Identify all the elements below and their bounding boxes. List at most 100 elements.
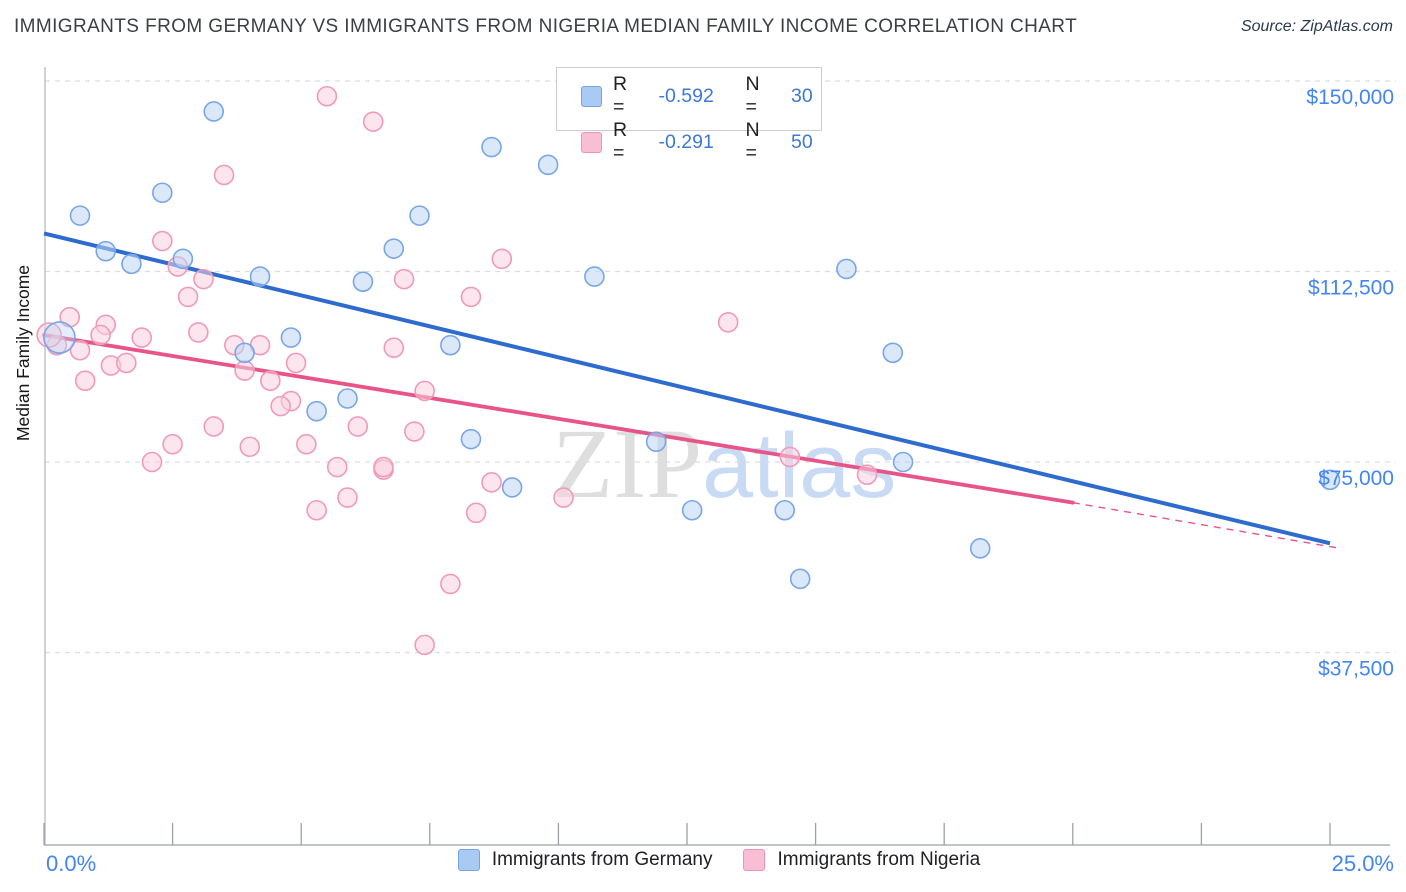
series-legend: Immigrants from Germany Immigrants from … bbox=[16, 849, 1406, 871]
scatter-point-germany bbox=[249, 266, 271, 287]
scatter-point-germany bbox=[969, 538, 991, 559]
scatter-point-nigeria bbox=[203, 416, 225, 437]
scatter-point-germany bbox=[789, 568, 811, 590]
scatter-point-nigeria bbox=[491, 248, 513, 270]
scatter-point-germany bbox=[882, 342, 904, 364]
r-value-germany: -0.592 bbox=[658, 84, 714, 107]
source-credit: Source: ZipAtlas.com bbox=[1240, 18, 1393, 35]
scatter-point-germany bbox=[172, 248, 194, 270]
scatter-point-nigeria bbox=[131, 327, 153, 348]
scatter-point-nigeria bbox=[460, 286, 482, 308]
legend-label-nigeria: Immigrants from Nigeria bbox=[777, 849, 981, 870]
scatter-point-germany bbox=[43, 321, 76, 354]
scatter-point-germany bbox=[95, 240, 117, 262]
scatter-point-germany bbox=[440, 334, 461, 356]
scatter-point-germany bbox=[681, 499, 703, 521]
correlation-legend-box: R = -0.592 N = 30 R = -0.291 N = 50 bbox=[556, 67, 822, 164]
scatter-point-nigeria bbox=[465, 502, 487, 524]
legend-swatch-germany bbox=[581, 85, 602, 107]
y-tick-label: $75,000 bbox=[1318, 467, 1394, 490]
scatter-point-germany bbox=[121, 253, 142, 275]
scatter-point-nigeria bbox=[141, 451, 163, 473]
scatter-point-germany bbox=[203, 101, 225, 122]
scatter-point-germany bbox=[152, 182, 173, 204]
scatter-point-nigeria bbox=[856, 464, 878, 486]
scatter-point-nigeria bbox=[177, 286, 199, 308]
scatter-point-nigeria bbox=[414, 634, 435, 656]
scatter-point-nigeria bbox=[393, 268, 415, 290]
r-value-nigeria: -0.291 bbox=[658, 130, 714, 153]
scatter-point-nigeria bbox=[337, 487, 358, 508]
n-value-germany: 30 bbox=[791, 84, 813, 107]
scatter-point-nigeria bbox=[553, 487, 574, 508]
scatter-point-nigeria bbox=[116, 352, 137, 374]
page-title: IMMIGRANTS FROM GERMANY VS IMMIGRANTS FR… bbox=[14, 16, 1078, 37]
trendline-nigeria bbox=[42, 333, 1075, 505]
scatter-point-nigeria bbox=[234, 360, 255, 381]
n-label: N = bbox=[745, 73, 760, 118]
scatter-point-germany bbox=[234, 342, 255, 364]
scatter-point-nigeria bbox=[193, 268, 214, 290]
scatter-point-germany bbox=[501, 477, 523, 498]
scatter-point-germany bbox=[892, 451, 914, 473]
scatter-point-nigeria bbox=[779, 446, 801, 468]
scatter-point-nigeria bbox=[296, 433, 317, 455]
scatter-point-nigeria bbox=[74, 370, 96, 392]
legend-label-germany: Immigrants from Germany bbox=[491, 849, 713, 870]
scatter-point-germany bbox=[460, 428, 482, 450]
trendline-nigeria-extension bbox=[1072, 501, 1341, 550]
scatter-point-nigeria bbox=[326, 456, 348, 478]
scatter-point-germany bbox=[69, 205, 91, 226]
scatter-point-germany bbox=[836, 258, 857, 280]
scatter-point-germany bbox=[352, 271, 374, 292]
n-value-nigeria: 50 bbox=[791, 130, 813, 153]
scatter-point-nigeria bbox=[383, 337, 405, 359]
scatter-point-germany bbox=[306, 400, 327, 422]
scatter-point-nigeria bbox=[440, 573, 461, 595]
y-tick-label: $150,000 bbox=[1306, 86, 1394, 109]
scatter-point-nigeria bbox=[69, 339, 91, 361]
scatter-point-nigeria bbox=[347, 416, 369, 437]
scatter-point-nigeria bbox=[362, 111, 384, 132]
y-axis-title: Median Family Income bbox=[13, 264, 33, 442]
legend-swatch-nigeria bbox=[581, 131, 602, 153]
x-tick-label: 0.0% bbox=[46, 851, 96, 876]
legend-row-nigeria: R = -0.291 N = 50 bbox=[581, 119, 821, 165]
scatter-point-nigeria bbox=[414, 380, 435, 402]
scatter-point-germany bbox=[409, 205, 430, 226]
scatter-point-germany bbox=[584, 266, 605, 287]
scatter-point-nigeria bbox=[316, 85, 338, 107]
scatter-point-nigeria bbox=[162, 433, 183, 455]
scatter-point-germany bbox=[280, 327, 302, 348]
legend-swatch-germany bbox=[457, 849, 480, 871]
scatter-point-germany bbox=[1319, 469, 1341, 491]
scatter-point-nigeria bbox=[306, 499, 327, 521]
scatter-point-nigeria bbox=[188, 322, 209, 343]
scatter-point-nigeria bbox=[213, 164, 235, 186]
scatter-point-nigeria bbox=[717, 312, 739, 333]
scatter-point-germany bbox=[337, 388, 358, 409]
r-label: R = bbox=[613, 73, 628, 118]
scatter-point-nigeria bbox=[481, 472, 502, 493]
r-label: R = bbox=[613, 119, 628, 164]
scatter-point-germany bbox=[774, 499, 796, 521]
scatter-point-germany bbox=[383, 238, 405, 259]
scatter-point-nigeria bbox=[239, 436, 261, 458]
legend-item-germany: Immigrants from Germany bbox=[457, 849, 713, 871]
scatter-point-nigeria bbox=[152, 230, 173, 252]
y-tick-label: $37,500 bbox=[1318, 658, 1394, 681]
x-tick-label: 25.0% bbox=[1332, 851, 1394, 876]
scatter-point-germany bbox=[645, 431, 667, 452]
scatter-point-nigeria bbox=[270, 395, 291, 417]
scatter-point-germany bbox=[537, 154, 559, 176]
legend-swatch-nigeria bbox=[743, 849, 766, 871]
scatter-point-nigeria bbox=[36, 322, 62, 348]
title-bar: IMMIGRANTS FROM GERMANY VS IMMIGRANTS FR… bbox=[14, 16, 1393, 38]
scatter-point-germany bbox=[481, 136, 502, 158]
legend-row-germany: R = -0.592 N = 30 bbox=[581, 73, 821, 119]
legend-item-nigeria: Immigrants from Nigeria bbox=[743, 849, 980, 871]
scatter-point-nigeria bbox=[285, 352, 307, 374]
y-tick-label: $112,500 bbox=[1308, 277, 1394, 300]
scatter-point-nigeria bbox=[260, 370, 281, 392]
